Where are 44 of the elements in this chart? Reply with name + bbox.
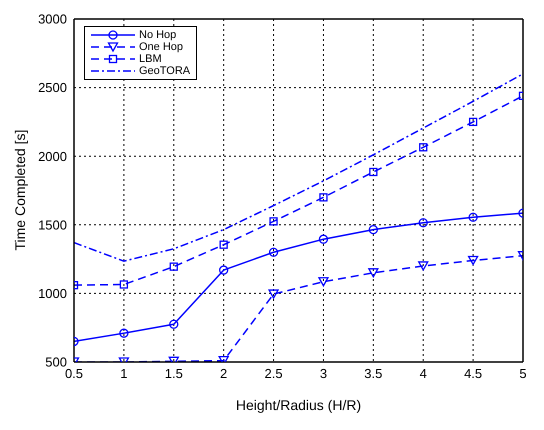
x-tick-label: 5 (519, 366, 527, 382)
point (268, 289, 279, 299)
point (120, 280, 128, 289)
legend-label: GeoTORA (138, 65, 190, 78)
point (170, 262, 178, 271)
y-tick-label: 2500 (38, 80, 67, 96)
legend-label: LBM (138, 53, 163, 66)
y-tick-label: 500 (45, 354, 67, 370)
y-tick-label: 1000 (38, 286, 67, 302)
legend-label: One Hop (138, 41, 184, 54)
y-tick-label: 1500 (38, 217, 67, 232)
x-tick-label: 4.5 (464, 366, 482, 382)
point (220, 240, 228, 249)
point (169, 320, 178, 329)
point (219, 265, 228, 275)
point (468, 118, 478, 126)
y-tick-label: 3000 (38, 12, 67, 27)
point (268, 248, 278, 257)
point (418, 261, 428, 271)
point (468, 212, 478, 222)
line-series (74, 73, 523, 262)
x-tick-label: 3 (320, 366, 328, 382)
point (419, 143, 428, 152)
x-tick-label: 2 (220, 366, 228, 382)
legend-label: No Hop (138, 29, 178, 42)
y-tick-label: 2000 (38, 148, 67, 164)
point (319, 193, 328, 202)
point (119, 328, 129, 338)
x-axis-title: Height/Radius (H/R) (236, 397, 362, 413)
point (369, 168, 378, 176)
point (269, 217, 278, 226)
x-tick-label: 3.5 (364, 366, 382, 382)
x-tick-label: 1.5 (164, 366, 183, 382)
point (318, 277, 329, 286)
x-tick-label: 4 (420, 366, 427, 382)
x-tick-label: 0.5 (64, 366, 84, 382)
point (318, 234, 328, 244)
point (368, 224, 378, 234)
point (468, 256, 478, 266)
y-axis-title: Time Completed [s] (12, 130, 28, 250)
point (368, 268, 378, 278)
x-tick-label: 2.5 (264, 366, 283, 382)
point (418, 218, 428, 228)
x-tick-label: 1 (120, 366, 128, 382)
